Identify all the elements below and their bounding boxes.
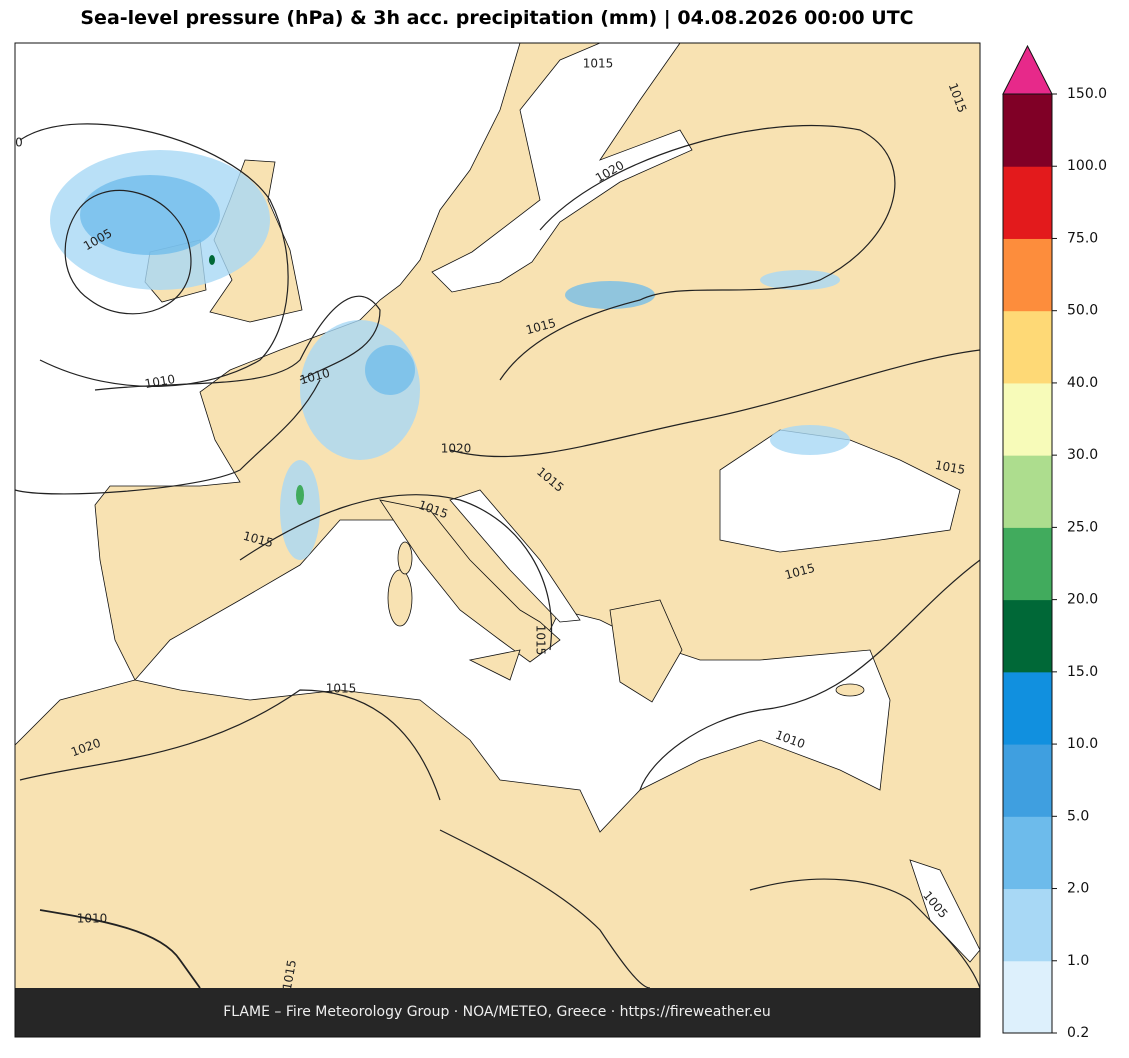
isobar: [19, 689, 441, 801]
colorbar-tick-label: 75.0: [1067, 230, 1098, 246]
map: 1015 1015 0 1020 1005 1015 1010 1010 102…: [14, 42, 981, 1038]
isobar-label: 1015: [583, 57, 614, 71]
mediterranean-sea: [134, 519, 891, 833]
title: Sea-level pressure (hPa) & 3h acc. preci…: [80, 7, 913, 29]
isobar-label: 1015: [280, 959, 299, 992]
rain-area: [565, 281, 655, 309]
colorbar-frame: [1002, 93, 1053, 1034]
isobar: [94, 295, 381, 391]
greece: [609, 599, 683, 703]
rain-area: [365, 345, 415, 395]
isobar-label: 1015: [934, 458, 967, 477]
colorbar-band: [1003, 816, 1052, 890]
isobar: [239, 494, 553, 651]
colorbar-band: [1003, 527, 1052, 601]
colorbar-tick-label: 10.0: [1067, 736, 1098, 752]
colorbar-tick-label: 0.2: [1067, 1025, 1089, 1041]
cyprus: [835, 683, 865, 697]
rain-area: [770, 425, 850, 455]
colorbar: 0.2 1.0 2.0 5.0 10.0 15.0 20.0 25.0 30.0 40.0 50.0…: [1002, 44, 1107, 1041]
isobar: [639, 559, 981, 791]
red-sea: [909, 859, 981, 963]
isobar: [64, 189, 192, 315]
isobar-label: 1020: [441, 442, 472, 456]
colorbar-tick-label: 15.0: [1067, 664, 1098, 680]
adriatic-sea: [449, 489, 581, 623]
isobar-label: 0: [15, 136, 23, 150]
colorbar-tick-label: 50.0: [1067, 303, 1098, 319]
colorbar-tick-label: 1.0: [1067, 953, 1089, 969]
isobar: [499, 124, 896, 381]
map-frame: [14, 42, 981, 1038]
isobar: [19, 123, 289, 387]
footer: FLAME – Fire Meteorology Group · NOA/MET…: [223, 1004, 771, 1020]
colorbar-tick-label: 150.0: [1067, 86, 1107, 102]
colorbar-band: [1003, 238, 1052, 312]
isobar: [39, 909, 201, 989]
colorbar-band: [1003, 671, 1052, 745]
isobar: [439, 829, 651, 989]
rain-area: [296, 485, 304, 505]
isobar: [14, 379, 321, 495]
sardinia: [387, 569, 413, 627]
isobar: [749, 878, 981, 989]
colorbar-extend: [1002, 44, 1053, 95]
colorbar-band: [1003, 382, 1052, 456]
rain-area: [760, 270, 840, 290]
colorbar-band: [1003, 744, 1052, 817]
colorbar-tick-label: 25.0: [1067, 519, 1098, 535]
isobar-label: 1015: [534, 625, 548, 656]
colorbar-tick-label: 5.0: [1067, 808, 1089, 824]
colorbar-band: [1003, 310, 1052, 384]
isobar-label: 1010: [144, 372, 177, 391]
corsica: [397, 541, 413, 575]
colorbar-band: [1003, 455, 1052, 528]
colorbar-band: [1003, 599, 1052, 673]
colorbar-band: [1003, 888, 1052, 962]
colorbar-band: [1003, 960, 1052, 1034]
rain-area: [80, 175, 220, 255]
colorbar-tick-label: 2.0: [1067, 881, 1089, 897]
isobar-label: 1010: [77, 912, 108, 926]
italy: [379, 499, 561, 663]
isobar: [449, 349, 981, 458]
isobar-label: 1015: [326, 682, 357, 696]
precipitation: [50, 150, 850, 560]
colorbar-band: [1003, 94, 1052, 167]
footer-bar: [15, 988, 980, 1037]
rain-area: [209, 255, 215, 265]
colorbar-band: [1003, 166, 1052, 239]
colorbar-tick-label: 20.0: [1067, 592, 1098, 608]
colorbar-tick-label: 30.0: [1067, 447, 1098, 463]
colorbar-tick-label: 100.0: [1067, 158, 1107, 174]
rain-area: [280, 460, 320, 560]
isobars: [14, 123, 981, 989]
sicily: [468, 649, 521, 681]
colorbar-tick-label: 40.0: [1067, 375, 1098, 391]
